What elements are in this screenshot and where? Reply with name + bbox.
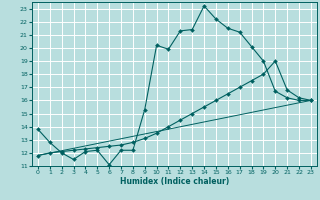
X-axis label: Humidex (Indice chaleur): Humidex (Indice chaleur) [120,177,229,186]
